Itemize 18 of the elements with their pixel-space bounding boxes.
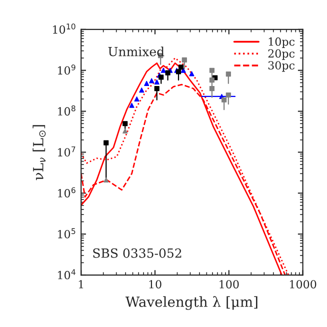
x-axis-title: Wavelength λ [μm] xyxy=(125,296,258,310)
x-tick-label: 1 xyxy=(78,280,84,288)
y-tick-label: 10$^{7}$ xyxy=(58,146,76,157)
annotation: SBS 0335-052 xyxy=(93,248,182,258)
legend-label: 10pc xyxy=(268,37,295,48)
x-tick-label: 10 xyxy=(149,280,162,288)
y-tick-label: 10$^{5}$ xyxy=(58,228,76,238)
y-tick-label: 10$^{8}$ xyxy=(58,105,76,116)
annotation: Unmixed xyxy=(108,46,164,56)
y-tick-label: 10$^{6}$ xyxy=(58,187,76,198)
y-axis-title: νL$_{ν}$ [L$_{⊙}$] xyxy=(32,125,46,180)
legend-label: 20pc xyxy=(268,49,295,60)
y-tick-label: 10$^{4}$ xyxy=(58,269,76,280)
x-tick-label: 1000 xyxy=(290,280,316,288)
y-tick-label: 10$^{9}$ xyxy=(58,64,76,75)
y-tick-label: 10$^{10}$ xyxy=(53,24,76,34)
legend-label: 30pc xyxy=(268,61,295,72)
x-tick-label: 100 xyxy=(220,280,239,288)
